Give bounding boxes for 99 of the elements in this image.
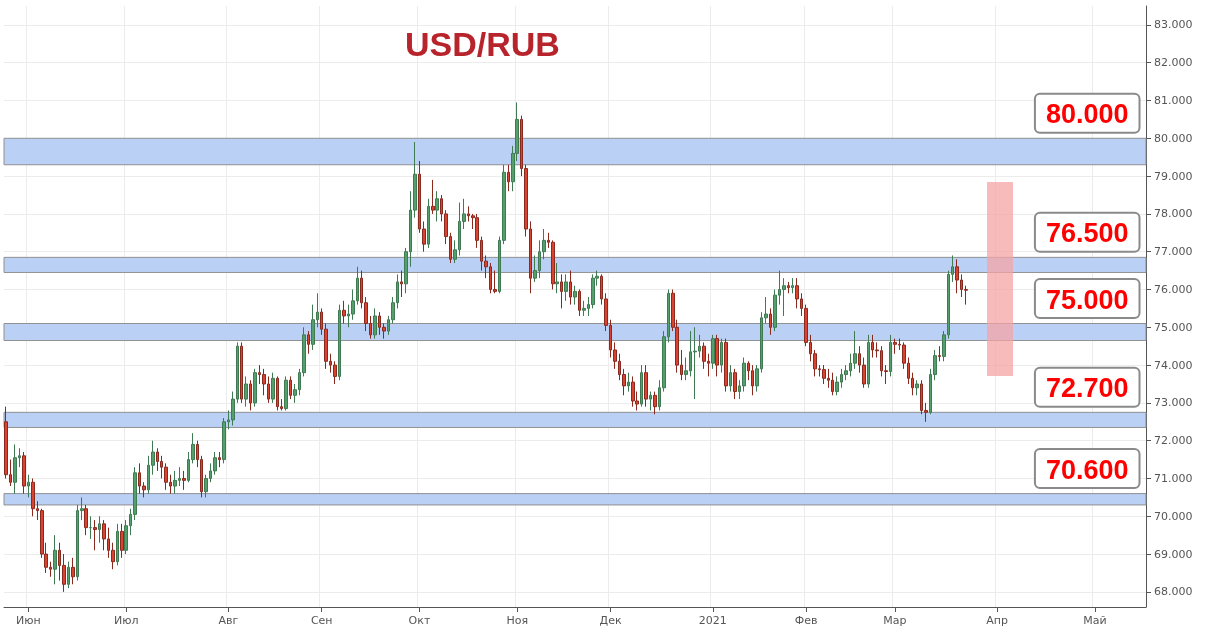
candlestick bbox=[284, 375, 288, 411]
candlestick bbox=[627, 372, 630, 393]
y-tick-label: 75.000 bbox=[1154, 320, 1193, 334]
candlestick bbox=[938, 345, 941, 362]
candlestick bbox=[435, 190, 439, 222]
candlestick bbox=[98, 515, 101, 544]
candlestick bbox=[240, 341, 243, 404]
candlestick bbox=[31, 477, 35, 517]
candlestick bbox=[507, 164, 510, 192]
x-tick-label: Фев bbox=[794, 614, 818, 627]
candlestick bbox=[27, 474, 30, 498]
candlestick bbox=[822, 364, 826, 385]
candlestick bbox=[427, 198, 430, 249]
candlestick bbox=[769, 307, 772, 336]
candlestick bbox=[67, 561, 70, 589]
candlestick bbox=[373, 307, 377, 340]
x-tick-label: Мар bbox=[883, 614, 907, 627]
candlestick bbox=[289, 375, 292, 400]
candlestick bbox=[649, 391, 652, 411]
candlestick bbox=[431, 179, 435, 215]
candlestick bbox=[560, 273, 563, 309]
candlestick bbox=[218, 451, 221, 468]
candlestick bbox=[564, 273, 568, 302]
candlestick bbox=[249, 379, 252, 411]
candlestick bbox=[173, 470, 177, 495]
x-tick-label: Май bbox=[1083, 614, 1107, 627]
candlestick bbox=[693, 326, 697, 400]
candlestick bbox=[13, 443, 17, 495]
x-tick-label: Дек bbox=[599, 614, 622, 627]
candlestick bbox=[653, 391, 657, 415]
y-tick-label: 83.000 bbox=[1154, 18, 1193, 32]
candlestick bbox=[338, 304, 341, 381]
band-label: 76.500 bbox=[1045, 218, 1129, 249]
x-tick-label: Апр bbox=[986, 614, 1009, 627]
y-tick-label: 80.000 bbox=[1154, 131, 1193, 145]
y-tick-label: 78.000 bbox=[1154, 207, 1193, 221]
y-tick-label: 74.000 bbox=[1154, 358, 1193, 372]
band-label: 75.000 bbox=[1045, 284, 1129, 315]
candlestick bbox=[569, 270, 572, 306]
y-tick-label: 79.000 bbox=[1154, 169, 1193, 183]
candlestick bbox=[955, 258, 959, 294]
candlestick bbox=[889, 334, 892, 377]
candlestick bbox=[342, 300, 346, 325]
x-tick-label: 2021 bbox=[698, 614, 727, 627]
y-tick-label: 69.000 bbox=[1154, 547, 1193, 561]
candlestick bbox=[555, 262, 559, 294]
y-tick-label: 76.000 bbox=[1154, 282, 1193, 296]
candlestick bbox=[715, 334, 719, 377]
candlestick bbox=[631, 375, 635, 408]
candlestick bbox=[711, 334, 715, 370]
candlestick bbox=[893, 338, 897, 355]
candlestick bbox=[831, 372, 834, 396]
candlestick bbox=[573, 285, 577, 306]
candlestick bbox=[307, 330, 310, 355]
candlestick bbox=[644, 364, 648, 408]
candlestick bbox=[276, 375, 279, 411]
candlestick bbox=[120, 523, 124, 559]
candlestick bbox=[53, 534, 57, 585]
x-tick-label: Июн bbox=[16, 614, 41, 627]
x-tick-label: Ноя bbox=[506, 614, 529, 627]
band-label: 72.700 bbox=[1045, 373, 1129, 404]
y-tick-label: 70.000 bbox=[1154, 509, 1193, 523]
candlestick bbox=[867, 334, 870, 389]
x-tick-label: Окт bbox=[408, 614, 431, 627]
x-tick-label: Июл bbox=[113, 614, 139, 627]
y-tick-label: 73.000 bbox=[1154, 396, 1193, 410]
candlestick bbox=[582, 300, 586, 317]
x-tick-label: Авг bbox=[218, 614, 239, 627]
candlestick bbox=[116, 523, 119, 566]
candlestick bbox=[84, 504, 88, 536]
candlestick bbox=[720, 338, 723, 374]
y-tick-label: 72.000 bbox=[1154, 434, 1193, 448]
candlestick bbox=[93, 519, 97, 551]
candlestick bbox=[244, 375, 248, 408]
candlestick bbox=[751, 364, 754, 396]
candlestick bbox=[915, 379, 919, 396]
candlestick bbox=[22, 451, 26, 495]
y-tick-label: 68.000 bbox=[1154, 585, 1193, 599]
y-tick-label: 82.000 bbox=[1154, 56, 1193, 70]
candlestick bbox=[787, 281, 790, 294]
candlestick bbox=[578, 288, 581, 317]
candlestick bbox=[253, 368, 257, 408]
candlestick bbox=[71, 557, 75, 585]
y-tick-label: 71.000 bbox=[1154, 471, 1193, 485]
text: USD/RUB bbox=[405, 25, 560, 63]
band-label: 70.600 bbox=[1045, 454, 1129, 485]
x-tick-label: Сен bbox=[310, 614, 333, 627]
candlestick bbox=[640, 364, 643, 408]
candlestick bbox=[729, 364, 732, 393]
y-tick-label: 81.000 bbox=[1154, 94, 1193, 107]
candlestick bbox=[89, 515, 92, 540]
candlestick bbox=[791, 277, 794, 294]
candlestick bbox=[733, 368, 737, 400]
y-tick-label: 77.000 bbox=[1154, 245, 1193, 259]
candlestick bbox=[271, 372, 275, 404]
candlestick bbox=[182, 470, 186, 491]
candlestick bbox=[400, 270, 403, 298]
band-label: 80.000 bbox=[1045, 99, 1129, 130]
candlestick bbox=[724, 338, 728, 393]
